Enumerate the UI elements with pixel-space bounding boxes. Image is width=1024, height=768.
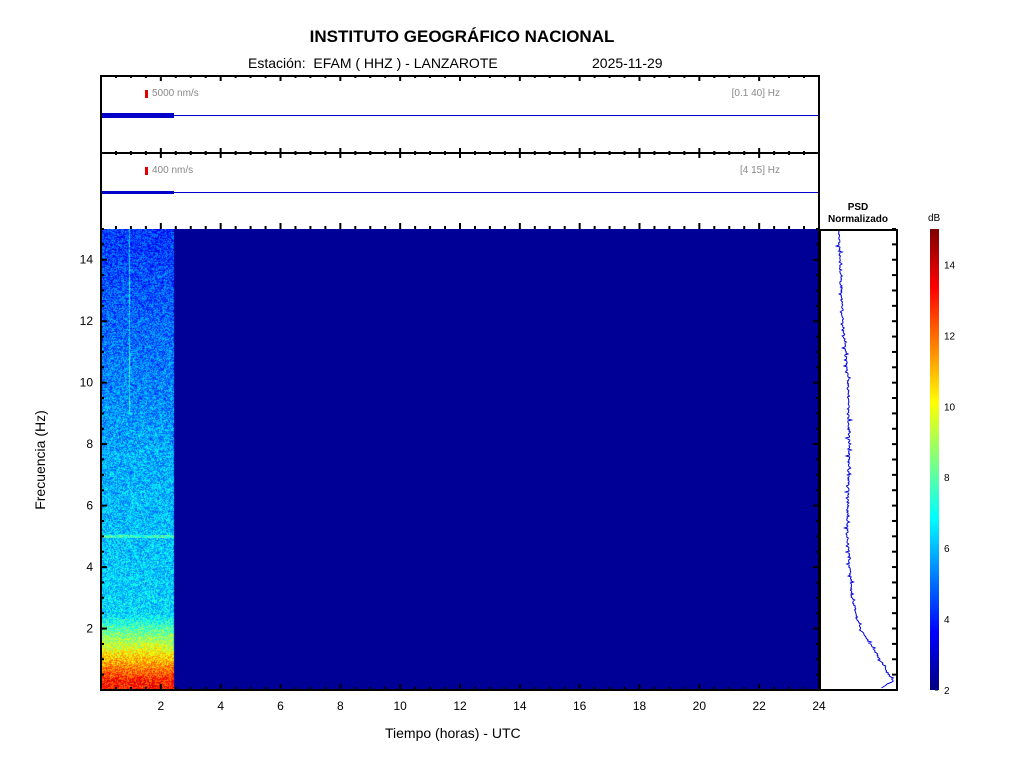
x-tick-label: 10 xyxy=(393,699,407,713)
x-tick-label: 22 xyxy=(752,699,766,713)
x-tick-label: 20 xyxy=(693,699,707,713)
y-tick-label: 8 xyxy=(86,437,93,451)
psd-title: PSD Normalizado xyxy=(815,202,901,226)
y-tick-label: 14 xyxy=(80,253,94,267)
colorbar-tick-label: 6 xyxy=(944,544,950,555)
y-tick-label: 10 xyxy=(80,376,94,390)
y-tick-label: 2 xyxy=(86,622,93,636)
y-tick-label: 4 xyxy=(86,560,93,574)
colorbar xyxy=(930,229,939,690)
colorbar-tick-label: 12 xyxy=(944,331,956,342)
y-axis-label: Frecuencia (Hz) xyxy=(32,400,48,520)
psd-panel xyxy=(819,229,898,691)
y-tick-label: 6 xyxy=(86,499,93,513)
x-tick-label: 24 xyxy=(812,699,826,713)
x-tick-label: 6 xyxy=(277,699,284,713)
colorbar-label: dB xyxy=(928,213,940,224)
x-tick-label: 8 xyxy=(337,699,344,713)
psd-title-1: PSD xyxy=(815,202,901,214)
psd-title-2: Normalizado xyxy=(815,214,901,226)
colorbar-tick-label: 14 xyxy=(944,260,956,271)
x-tick-label: 12 xyxy=(453,699,467,713)
colorbar-tick-label: 2 xyxy=(944,686,950,697)
y-tick-label: 12 xyxy=(80,314,94,328)
x-tick-label: 18 xyxy=(633,699,647,713)
colorbar-tick-label: 10 xyxy=(944,402,956,413)
x-tick-label: 2 xyxy=(157,699,164,713)
colorbar-tick-label: 4 xyxy=(944,615,950,626)
colorbar-tick-label: 8 xyxy=(944,473,950,484)
x-tick-label: 16 xyxy=(573,699,587,713)
x-tick-label: 14 xyxy=(513,699,527,713)
x-tick-label: 4 xyxy=(217,699,224,713)
x-axis-label: Tiempo (horas) - UTC xyxy=(385,725,521,741)
